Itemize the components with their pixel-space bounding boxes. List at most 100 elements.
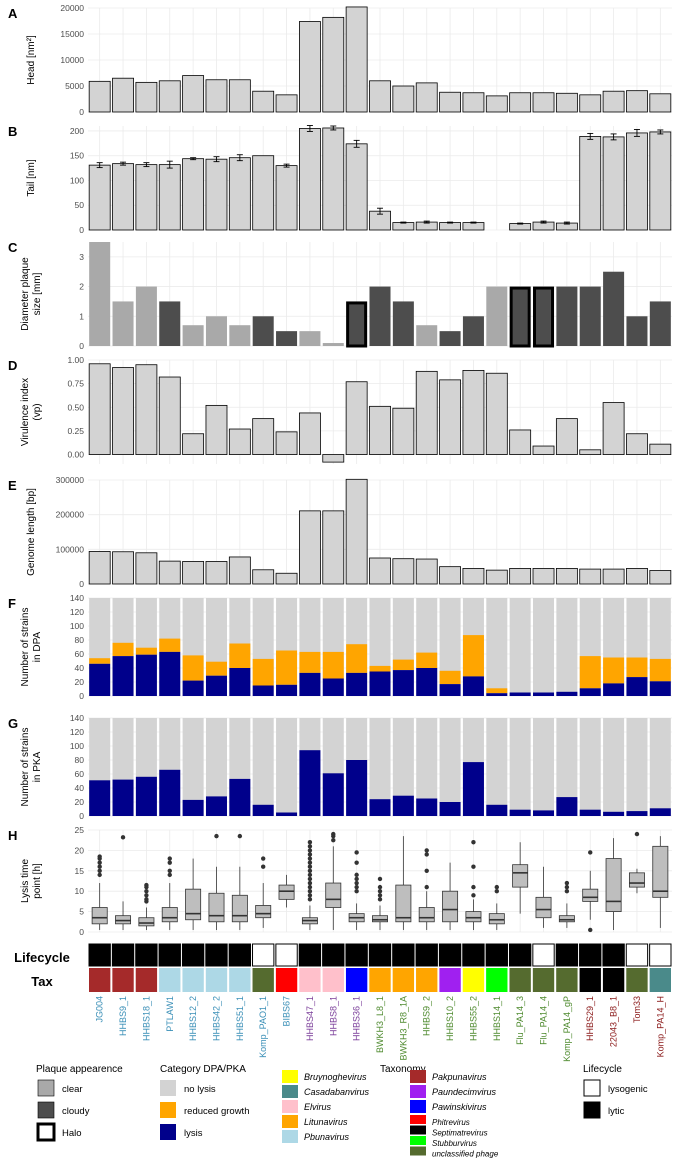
bar — [579, 449, 602, 455]
bar — [322, 510, 345, 585]
bar — [392, 222, 415, 231]
y-tick-label: 100 — [70, 741, 84, 751]
bar — [252, 316, 274, 346]
box — [91, 907, 108, 925]
halo-bar — [346, 301, 368, 348]
halo-bar — [509, 286, 531, 348]
lysis-segment — [276, 684, 298, 696]
outlier-point — [354, 860, 359, 865]
no-lysis-segment — [392, 718, 414, 816]
lifecycle-cell — [485, 943, 508, 967]
y-tick-label: 5000 — [65, 81, 84, 91]
y-tick-label: 200 — [70, 126, 84, 136]
outlier-point — [307, 844, 313, 849]
lysis-segment — [346, 760, 368, 816]
bar — [439, 331, 461, 346]
outlier-point — [97, 860, 102, 865]
lysis-segment — [556, 691, 578, 696]
no-lysis-segment — [533, 718, 555, 816]
bar — [392, 301, 414, 346]
y-axis-label: in DPA — [32, 631, 43, 662]
outlier-point — [261, 864, 266, 869]
bar — [88, 164, 111, 231]
bar — [415, 82, 438, 113]
tax-cell — [509, 968, 531, 992]
bar — [532, 92, 555, 113]
phage-label: HHBS12_2 — [188, 996, 198, 1041]
legend-label: clear — [62, 1084, 83, 1095]
bar — [205, 561, 228, 585]
outlier-point — [331, 831, 336, 837]
y-tick-label: 20000 — [60, 3, 84, 13]
bar — [509, 568, 532, 585]
legend-key — [160, 1080, 176, 1096]
bar — [205, 316, 227, 346]
legend-key — [282, 1130, 298, 1143]
y-tick-label: 20 — [75, 845, 85, 855]
bar — [252, 569, 275, 585]
y-axis-label: Number of strains — [20, 608, 31, 687]
tax-cell — [205, 968, 228, 992]
lifecycle-cell — [392, 943, 415, 967]
y-axis-label: Lysis time — [20, 859, 31, 904]
phage-label: HHBS36_1 — [352, 996, 362, 1041]
box — [138, 917, 155, 927]
legend-label: Bruynoghevirus — [304, 1072, 367, 1082]
outlier-point — [377, 876, 383, 882]
reduced-growth-segment — [229, 643, 251, 668]
bar — [649, 93, 672, 113]
bar — [159, 301, 181, 346]
phage-label: PTLAW1 — [165, 996, 175, 1032]
box — [512, 864, 529, 888]
legend-key — [160, 1102, 176, 1118]
bar — [369, 286, 391, 346]
y-tick-label: 140 — [70, 593, 84, 603]
outlier-point — [424, 868, 429, 873]
y-tick-label: 0 — [79, 341, 84, 351]
bar — [392, 85, 415, 113]
phage-label: BIBS67 — [282, 996, 292, 1027]
outlier-point — [97, 864, 102, 869]
y-axis-label: size [mm] — [32, 272, 43, 315]
lysis-segment — [486, 693, 508, 696]
lysis-segment — [229, 668, 251, 696]
lifecycle-row: Lifecycle — [14, 943, 672, 967]
lifecycle-cell — [252, 943, 275, 967]
lysis-segment — [579, 688, 601, 696]
box — [652, 845, 669, 898]
lifecycle-cell — [135, 943, 158, 967]
tax-cell — [392, 968, 415, 992]
bar — [369, 80, 391, 113]
outlier-point — [307, 876, 313, 882]
lysis-segment — [533, 692, 555, 696]
y-axis-label: (vp) — [32, 403, 43, 420]
bar — [228, 428, 251, 455]
legend-key — [282, 1115, 298, 1128]
lysis-segment — [205, 675, 227, 696]
outlier-point — [167, 868, 172, 873]
bar — [112, 367, 134, 455]
y-tick-label: 100 — [70, 175, 84, 185]
reduced-growth-segment — [462, 635, 484, 677]
bar — [299, 128, 321, 231]
lysis-segment — [369, 671, 391, 696]
bar — [415, 558, 438, 585]
bar — [626, 90, 648, 113]
reduced-growth-segment — [322, 651, 344, 679]
no-lysis-segment — [649, 718, 671, 816]
lysis-segment — [276, 812, 298, 816]
tax-row-label: Tax — [31, 974, 53, 989]
reduced-growth-segment — [276, 650, 298, 685]
outlier-point — [354, 880, 359, 886]
outlier-point — [471, 840, 476, 845]
phage-label: Tom33 — [632, 996, 642, 1023]
y-tick-label: 0 — [79, 225, 84, 235]
panel-H: 0 5 10 15 20 25 H Lysis time point [h] — [8, 825, 672, 937]
lifecycle-row-label: Lifecycle — [14, 950, 70, 965]
panel-letter: C — [8, 240, 18, 255]
box — [582, 888, 599, 902]
reduced-growth-segment — [392, 659, 414, 671]
